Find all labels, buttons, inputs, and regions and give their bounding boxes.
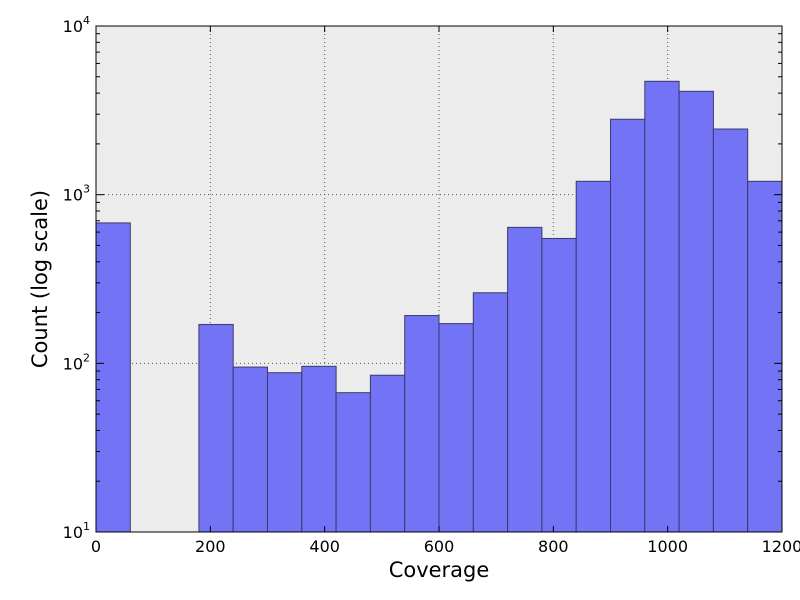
y-tick-label-exponent: 1 <box>83 520 90 533</box>
y-tick-label: 104 <box>63 14 90 36</box>
x-tick-label: 200 <box>195 537 226 556</box>
y-tick-label-exponent: 2 <box>83 351 90 364</box>
y-tick-label-exponent: 3 <box>83 183 90 196</box>
histogram-bar <box>232 366 268 533</box>
histogram-bar <box>678 90 714 533</box>
y-tick-label: 102 <box>63 351 90 373</box>
bars <box>95 80 783 533</box>
tick-marks <box>95 25 783 533</box>
y-tick-label-exponent: 4 <box>83 14 90 27</box>
y-tick-label: 101 <box>63 520 90 542</box>
y-tick-label-base: 10 <box>63 17 83 36</box>
x-tick-label: 600 <box>424 537 455 556</box>
histogram-bar <box>644 80 680 533</box>
histogram-bar <box>404 315 440 533</box>
histogram-bar <box>369 374 406 533</box>
histogram-bar <box>712 128 749 533</box>
x-tick-label: 400 <box>309 537 340 556</box>
x-tick-label: 1200 <box>762 537 800 556</box>
histogram-bar <box>267 372 303 533</box>
histogram-bar <box>507 226 543 533</box>
y-tick-label-base: 10 <box>63 354 83 373</box>
histogram-bar <box>198 323 234 533</box>
x-tick-labels: 0 200 400 600 800 1000 1200 <box>91 537 800 556</box>
histogram-bar <box>95 222 131 533</box>
histogram-bar <box>438 323 474 533</box>
histogram-bar <box>335 392 371 533</box>
histogram-bar <box>575 180 612 533</box>
y-tick-label: 103 <box>63 183 90 205</box>
y-tick-label-base: 10 <box>63 186 83 205</box>
histogram-bar <box>301 365 337 533</box>
x-tick-label: 800 <box>538 537 569 556</box>
y-tick-label-base: 10 <box>63 523 83 542</box>
histogram-bar <box>747 180 783 533</box>
x-tick-label: 1000 <box>647 537 688 556</box>
histogram-bar <box>541 237 577 533</box>
y-axis-title: Count (log scale) <box>28 190 52 368</box>
histogram-bar <box>472 292 509 533</box>
x-tick-label: 0 <box>91 537 101 556</box>
histogram-bar <box>610 118 646 533</box>
x-axis-title: Coverage <box>389 558 490 582</box>
